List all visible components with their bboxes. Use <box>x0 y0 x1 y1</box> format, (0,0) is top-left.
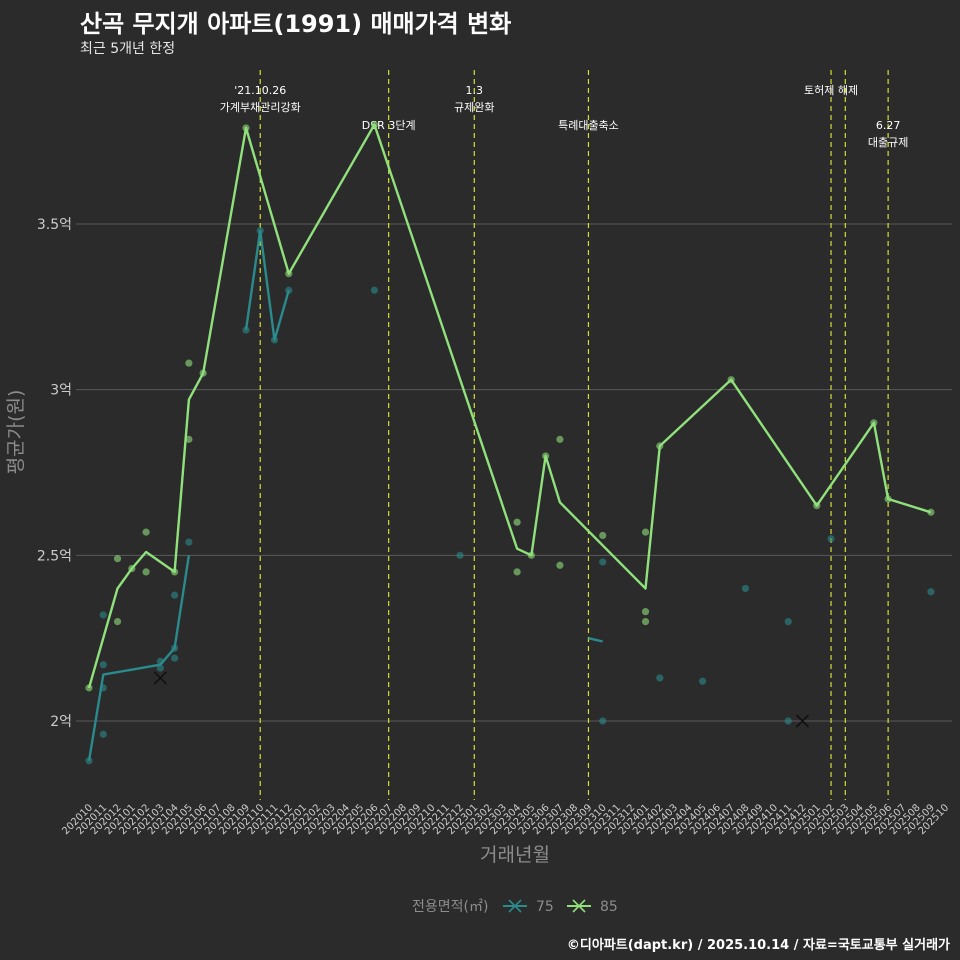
event-label: 특례대출축소 <box>558 119 619 132</box>
y-tick-label: 3억 <box>50 383 72 399</box>
x-axis-ticks: 2020102020112020122021012021022021032021… <box>60 802 951 837</box>
series-line <box>588 637 603 643</box>
legend: 전용면적(㎡) 75 85 <box>412 899 618 915</box>
data-point <box>99 661 107 669</box>
y-axis-title: 평균가(원) <box>5 390 27 475</box>
data-point <box>142 568 150 576</box>
data-point <box>513 568 521 576</box>
chart-subtitle: 최근 5개년 한정 <box>80 41 176 57</box>
x-marker <box>153 671 167 685</box>
legend-label: 75 <box>536 899 554 915</box>
legend-entry-75: 75 <box>503 899 554 915</box>
series-75 <box>85 227 935 765</box>
data-point <box>185 538 193 546</box>
legend-title: 전용면적(㎡) <box>412 899 488 915</box>
data-point <box>99 730 107 738</box>
data-point <box>784 717 792 725</box>
data-point <box>599 531 607 540</box>
y-axis-ticks: 2억 2.5억 3억 3.5억 <box>37 217 72 730</box>
data-point <box>242 326 250 334</box>
data-point <box>556 435 564 443</box>
data-point <box>556 561 564 569</box>
data-point <box>656 674 664 682</box>
x-axis-title: 거래년월 <box>480 844 550 866</box>
data-point <box>827 535 835 543</box>
series-line <box>87 123 932 689</box>
legend-swatch-x <box>508 899 522 913</box>
data-point <box>185 435 193 443</box>
event-label: 가계부채관리강화 <box>220 101 301 114</box>
event-label: 1.3 <box>466 84 484 97</box>
data-point <box>456 551 464 559</box>
data-point <box>142 528 150 536</box>
legend-entry-85: 85 <box>567 899 618 915</box>
event-label: 규제완화 <box>454 101 494 114</box>
y-tick-label: 3.5억 <box>37 217 72 233</box>
data-point <box>741 584 750 593</box>
event-label: 6.27 <box>876 119 901 132</box>
data-point <box>171 654 179 662</box>
data-point <box>784 618 792 626</box>
data-point <box>185 359 193 367</box>
data-point <box>113 555 122 563</box>
grid-lines <box>76 223 952 722</box>
legend-label: 85 <box>600 899 618 915</box>
event-label: DSR 3단계 <box>362 119 416 132</box>
event-label: '21.10.26 <box>234 84 286 97</box>
series-line <box>244 229 290 342</box>
x-marker <box>795 714 810 728</box>
source-caption: ©디아파트(dapt.kr) / 2025.10.14 / 자료=국토교통부 실… <box>566 938 950 953</box>
data-point <box>599 558 607 566</box>
data-point <box>171 591 179 599</box>
data-point <box>699 677 707 685</box>
chart-title: 산곡 무지개 아파트(1991) 매매가격 변화 <box>80 10 512 38</box>
series-layer <box>85 121 935 765</box>
data-point <box>513 518 521 526</box>
data-point <box>927 508 935 516</box>
data-point <box>641 618 650 626</box>
series-85 <box>85 121 935 692</box>
event-label: 토허제 해제 <box>804 83 858 97</box>
legend-swatch-x <box>572 899 586 913</box>
data-point <box>927 588 935 596</box>
y-tick-label: 2억 <box>50 714 72 730</box>
x-marker-stroke <box>153 671 167 685</box>
data-point <box>370 286 378 294</box>
data-point <box>599 717 607 725</box>
data-point <box>641 608 650 616</box>
series-line <box>87 555 191 761</box>
data-point <box>285 286 293 294</box>
y-tick-label: 2.5억 <box>37 548 72 564</box>
data-point <box>113 618 122 626</box>
data-point <box>641 528 650 536</box>
data-point <box>99 611 107 619</box>
event-label: 대출규제 <box>868 136 908 149</box>
x-marker-stroke <box>795 714 810 728</box>
